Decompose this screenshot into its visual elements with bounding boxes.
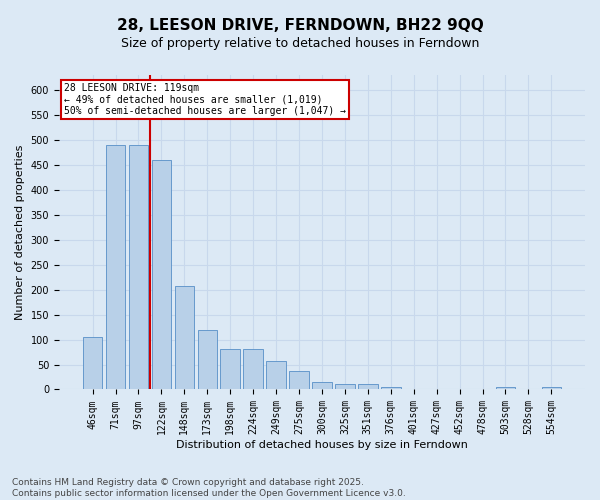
Text: Size of property relative to detached houses in Ferndown: Size of property relative to detached ho… xyxy=(121,38,479,51)
Bar xyxy=(496,387,515,390)
Text: 28 LEESON DRIVE: 119sqm
← 49% of detached houses are smaller (1,019)
50% of semi: 28 LEESON DRIVE: 119sqm ← 49% of detache… xyxy=(64,83,346,116)
Bar xyxy=(244,348,263,390)
Bar xyxy=(197,330,217,390)
X-axis label: Distribution of detached houses by size in Ferndown: Distribution of detached houses by size … xyxy=(176,440,468,450)
Bar xyxy=(266,361,286,390)
Bar xyxy=(358,384,377,390)
Bar xyxy=(542,387,561,390)
Text: Contains HM Land Registry data © Crown copyright and database right 2025.
Contai: Contains HM Land Registry data © Crown c… xyxy=(12,478,406,498)
Bar xyxy=(335,384,355,390)
Bar xyxy=(106,145,125,390)
Text: 28, LEESON DRIVE, FERNDOWN, BH22 9QQ: 28, LEESON DRIVE, FERNDOWN, BH22 9QQ xyxy=(116,18,484,32)
Bar xyxy=(128,145,148,390)
Bar xyxy=(83,337,103,390)
Y-axis label: Number of detached properties: Number of detached properties xyxy=(15,144,25,320)
Bar xyxy=(175,286,194,390)
Bar xyxy=(312,382,332,390)
Bar xyxy=(152,160,171,390)
Bar xyxy=(220,348,240,390)
Bar xyxy=(289,370,309,390)
Bar xyxy=(381,387,401,390)
